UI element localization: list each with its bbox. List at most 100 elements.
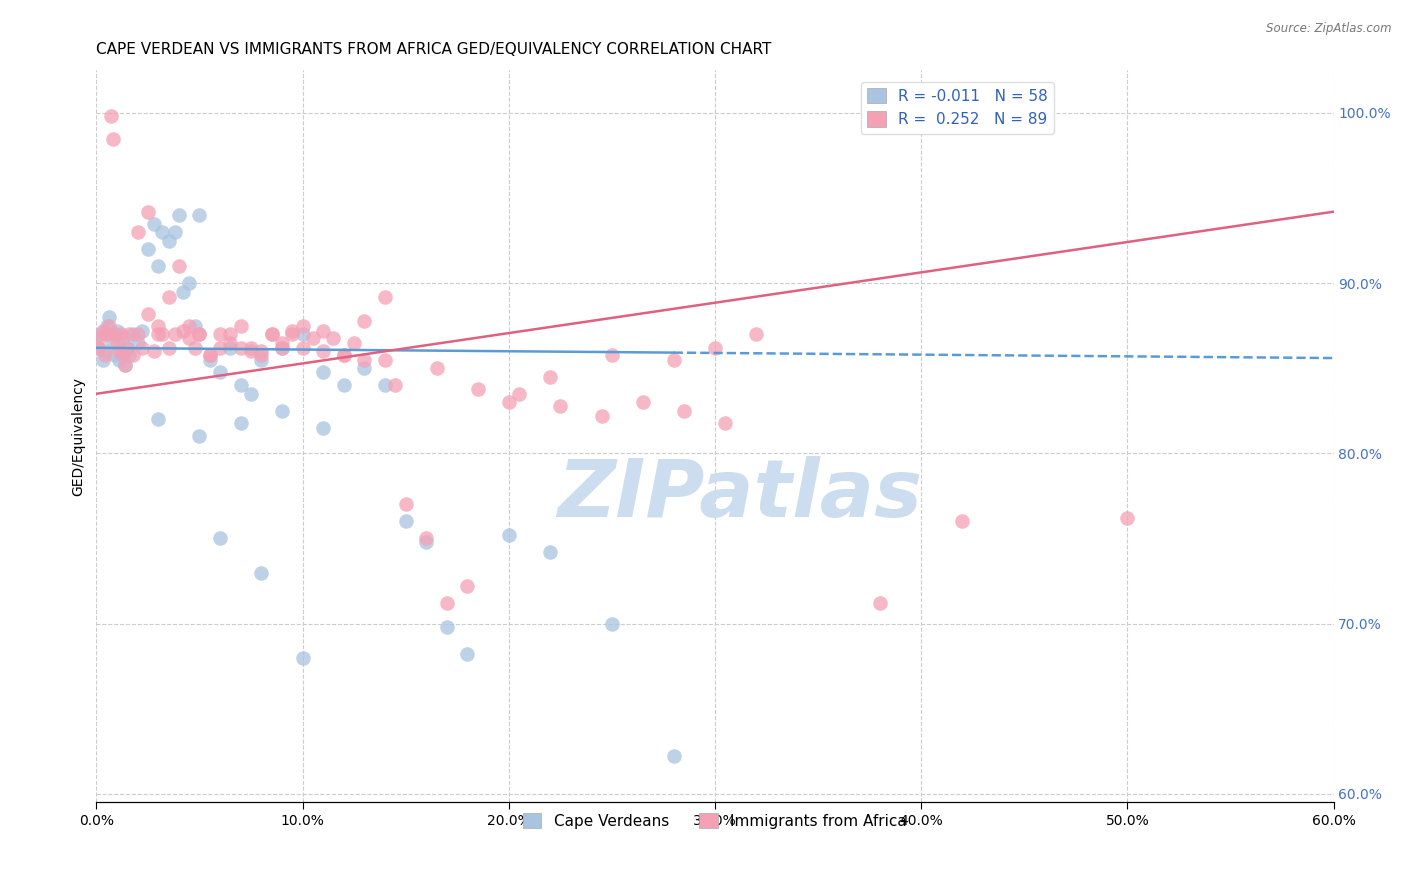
Point — [117, 341, 139, 355]
Point — [96, 318, 118, 333]
Point — [498, 395, 520, 409]
Point — [112, 331, 135, 345]
Point — [150, 225, 173, 239]
Point — [250, 352, 273, 367]
Point — [333, 348, 356, 362]
Point — [97, 318, 120, 333]
Point — [96, 327, 118, 342]
Point — [100, 327, 122, 342]
Point — [312, 324, 335, 338]
Point — [148, 412, 170, 426]
Point — [600, 616, 623, 631]
Point — [312, 365, 335, 379]
Point — [104, 327, 127, 342]
Point — [271, 341, 294, 355]
Point — [271, 341, 294, 355]
Point — [291, 341, 314, 355]
Point — [662, 749, 685, 764]
Point — [209, 341, 232, 355]
Point — [384, 378, 406, 392]
Point — [291, 318, 314, 333]
Point — [143, 344, 166, 359]
Point — [281, 327, 304, 342]
Point — [395, 497, 418, 511]
Point — [260, 327, 283, 342]
Point — [250, 566, 273, 580]
Point — [240, 344, 263, 359]
Point — [498, 528, 520, 542]
Point — [89, 327, 111, 342]
Point — [89, 331, 111, 345]
Point — [112, 348, 135, 362]
Point — [136, 242, 159, 256]
Point — [426, 361, 449, 376]
Point — [114, 358, 136, 372]
Point — [600, 348, 623, 362]
Point — [163, 327, 186, 342]
Point — [157, 341, 180, 355]
Point — [548, 399, 571, 413]
Point — [312, 421, 335, 435]
Point — [91, 352, 114, 367]
Point — [538, 369, 561, 384]
Point — [198, 352, 221, 367]
Point — [672, 404, 695, 418]
Point — [127, 327, 149, 342]
Legend: Cape Verdeans, Immigrants from Africa: Cape Verdeans, Immigrants from Africa — [517, 806, 912, 835]
Point — [131, 324, 153, 338]
Point — [302, 331, 325, 345]
Point — [110, 327, 132, 342]
Point — [93, 344, 115, 359]
Point — [93, 348, 115, 362]
Point — [97, 310, 120, 325]
Point — [143, 217, 166, 231]
Point — [436, 620, 458, 634]
Point — [281, 324, 304, 338]
Point — [219, 335, 242, 350]
Point — [184, 318, 207, 333]
Point — [240, 386, 263, 401]
Point — [229, 318, 252, 333]
Point — [188, 327, 211, 342]
Point — [508, 386, 530, 401]
Point — [467, 382, 489, 396]
Point — [745, 327, 768, 342]
Point — [117, 341, 139, 355]
Point — [322, 331, 344, 345]
Point — [148, 259, 170, 273]
Point — [101, 131, 124, 145]
Point — [291, 650, 314, 665]
Point — [179, 331, 201, 345]
Point — [662, 352, 685, 367]
Point — [167, 259, 190, 273]
Point — [374, 378, 396, 392]
Point — [240, 341, 263, 355]
Point — [714, 416, 737, 430]
Point — [353, 361, 375, 376]
Point — [127, 335, 149, 350]
Point — [271, 404, 294, 418]
Point — [188, 327, 211, 342]
Point — [136, 204, 159, 219]
Point — [198, 348, 221, 362]
Point — [131, 341, 153, 355]
Point — [415, 534, 437, 549]
Point — [150, 327, 173, 342]
Point — [703, 341, 725, 355]
Point — [950, 515, 973, 529]
Text: ZIPatlas: ZIPatlas — [557, 456, 922, 534]
Point — [538, 545, 561, 559]
Y-axis label: GED/Equivalency: GED/Equivalency — [72, 376, 86, 496]
Point — [101, 335, 124, 350]
Point — [105, 324, 128, 338]
Point — [188, 208, 211, 222]
Point — [118, 327, 141, 342]
Point — [157, 234, 180, 248]
Point — [250, 348, 273, 362]
Point — [229, 378, 252, 392]
Point — [209, 327, 232, 342]
Point — [108, 344, 131, 359]
Point — [631, 395, 654, 409]
Point — [229, 416, 252, 430]
Point — [188, 429, 211, 443]
